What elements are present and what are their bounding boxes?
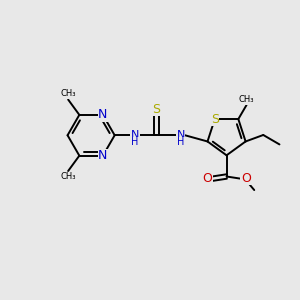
Text: CH₃: CH₃ <box>60 172 76 182</box>
Text: CH₃: CH₃ <box>239 95 254 104</box>
Text: S: S <box>211 112 219 126</box>
Text: CH₃: CH₃ <box>60 89 76 98</box>
Text: N: N <box>176 130 185 140</box>
Text: N: N <box>131 130 139 140</box>
Text: H: H <box>131 137 139 147</box>
Text: O: O <box>241 172 251 185</box>
Text: H: H <box>177 137 184 147</box>
Text: O: O <box>202 172 212 185</box>
Text: S: S <box>152 103 160 116</box>
Text: N: N <box>98 149 108 162</box>
Text: N: N <box>98 108 108 122</box>
